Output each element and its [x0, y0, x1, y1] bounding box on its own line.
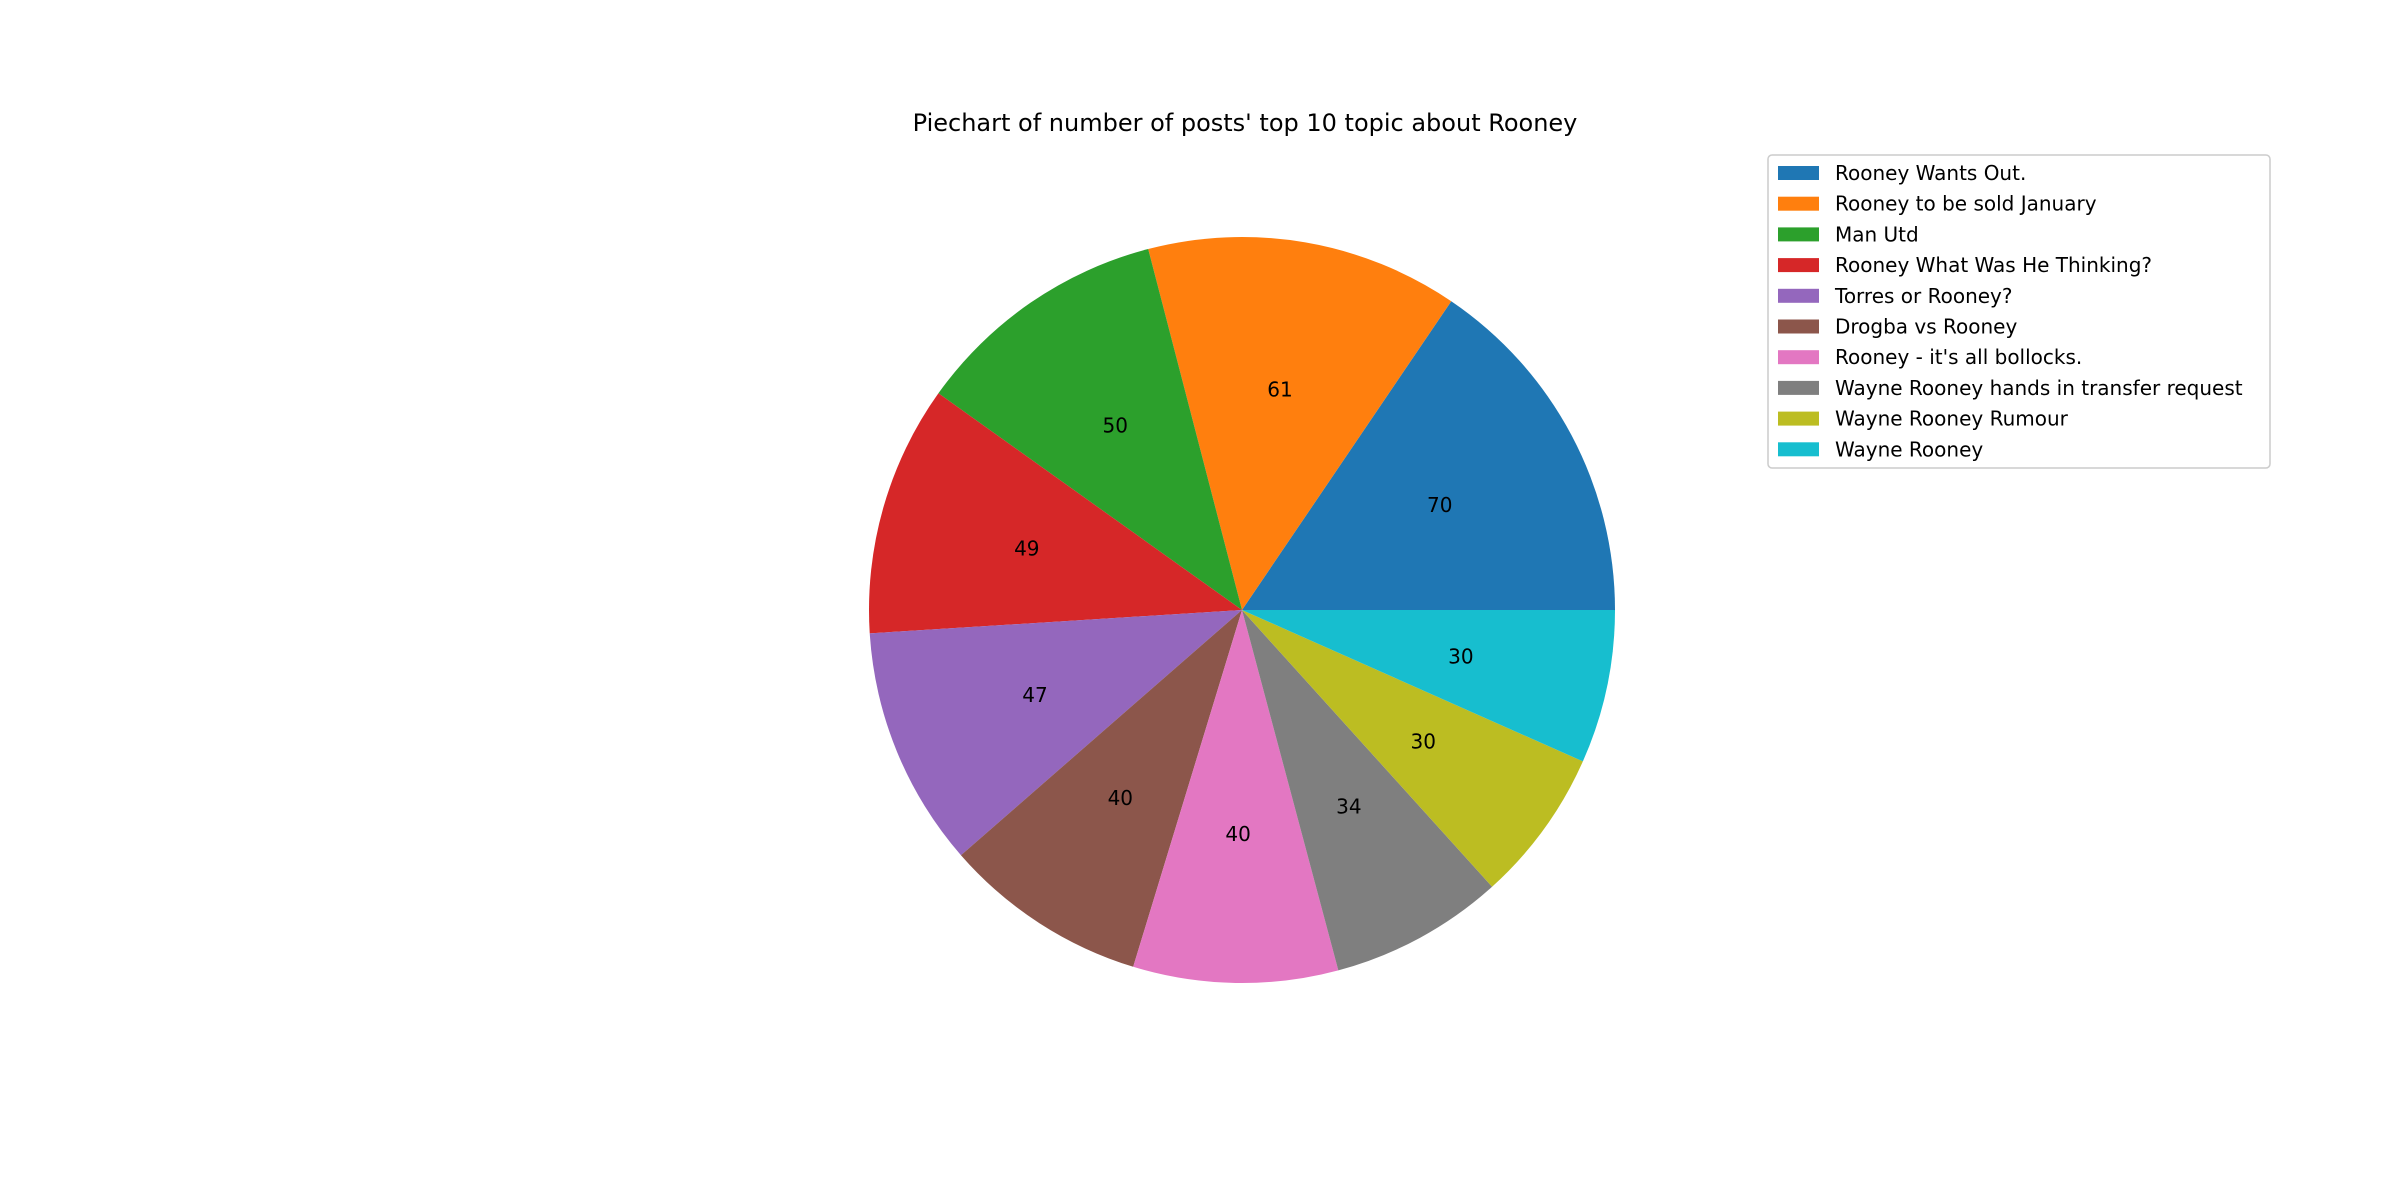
- legend-label-9: Wayne Rooney Rumour: [1835, 407, 2069, 431]
- pie-slice-1: [1242, 301, 1615, 610]
- slice-value-label-3: 50: [1102, 414, 1127, 438]
- pie-slice-6: [960, 610, 1242, 967]
- legend-swatch-6: [1778, 319, 1819, 334]
- legend-label-5: Torres or Rooney?: [1834, 284, 2013, 308]
- slice-value-label-7: 40: [1225, 822, 1250, 846]
- legend-label-8: Wayne Rooney hands in transfer request: [1835, 376, 2243, 400]
- legend-label-3: Man Utd: [1835, 222, 1919, 246]
- slice-value-label-5: 47: [1022, 683, 1047, 707]
- pie-slice-10: [1242, 610, 1615, 762]
- legend-swatch-7: [1778, 350, 1819, 365]
- legend-label-1: Rooney Wants Out.: [1835, 161, 2026, 185]
- legend-swatch-9: [1778, 411, 1819, 426]
- pie-slice-8: [1242, 610, 1493, 971]
- slice-value-labels: 70 61 50 49 47 40 40 34 30 30: [1014, 378, 1474, 846]
- slice-value-label-1: 70: [1427, 493, 1452, 517]
- pie-slice-2: [1148, 236, 1452, 610]
- slice-value-label-9: 30: [1410, 729, 1435, 753]
- pie-slice-5: [869, 610, 1242, 856]
- pie-slice-4: [868, 393, 1242, 634]
- legend-swatch-3: [1778, 227, 1819, 242]
- legend-swatch-10: [1778, 442, 1819, 457]
- legend-swatch-1: [1778, 166, 1819, 180]
- pie-slice-3: [938, 248, 1242, 611]
- legend-label-10: Wayne Rooney: [1835, 437, 1983, 461]
- slice-value-label-10: 30: [1448, 644, 1473, 668]
- slice-value-label-2: 61: [1267, 378, 1292, 402]
- legend-swatch-5: [1778, 288, 1819, 303]
- pie-slice-9: [1242, 610, 1583, 887]
- legend-label-2: Rooney to be sold January: [1835, 192, 2097, 216]
- slice-value-label-6: 40: [1108, 786, 1133, 810]
- legend-label-6: Drogba vs Rooney: [1835, 315, 2017, 339]
- slice-value-label-4: 49: [1014, 536, 1039, 560]
- legend-label-4: Rooney What Was He Thinking?: [1835, 253, 2152, 277]
- slice-value-label-8: 34: [1336, 795, 1361, 819]
- legend-frame: [1767, 154, 2271, 469]
- chart-title: Piechart of number of posts' top 10 topi…: [913, 109, 1578, 137]
- legend-swatch-8: [1778, 380, 1819, 395]
- pie-slices: [868, 236, 1615, 984]
- legend: Rooney Wants Out. Rooney to be sold Janua…: [1767, 154, 2271, 469]
- pie-slice-7: [1133, 610, 1339, 984]
- legend-label-7: Rooney - it's all bollocks.: [1835, 345, 2082, 369]
- legend-swatch-4: [1778, 258, 1819, 273]
- legend-swatch-2: [1778, 196, 1819, 211]
